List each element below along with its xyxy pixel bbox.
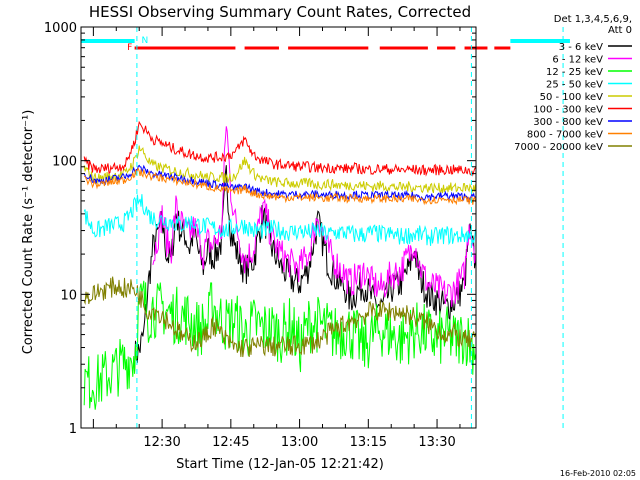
- legend-header: Det 1,3,4,5,6,9,: [554, 14, 632, 25]
- x-tick-label: 13:30: [418, 435, 455, 450]
- flag-label-n: N: [141, 36, 148, 46]
- chart-title: HESSI Observing Summary Count Rates, Cor…: [89, 3, 471, 21]
- legend-label: 12 - 25 keV: [546, 67, 603, 78]
- legend-label: 6 - 12 keV: [552, 55, 603, 66]
- legend-label: 100 - 300 keV: [533, 105, 603, 116]
- legend-label: 50 - 100 keV: [540, 92, 604, 103]
- y-axis-label: Corrected Count Rate (s⁻¹ detector⁻¹): [21, 110, 36, 355]
- flag-label-f: F: [127, 43, 132, 53]
- y-tick-label: 1000: [44, 21, 77, 36]
- x-tick-label: 13:00: [281, 435, 318, 450]
- legend-label: 3 - 6 keV: [559, 42, 603, 53]
- legend-label: 800 - 7000 keV: [527, 130, 603, 141]
- plot-frame: [80, 26, 477, 429]
- legend-header: Att 0: [608, 25, 632, 36]
- series-line-100-300kev: [83, 120, 476, 177]
- y-tick-label: 100: [52, 155, 77, 170]
- legend: Det 1,3,4,5,6,9,Att 0 3 - 6 keV 6 - 12 keV…: [514, 14, 632, 153]
- series-line-12-25kev: [83, 280, 476, 410]
- y-tick-label: 10: [60, 288, 77, 303]
- series-line-50-100kev: [83, 145, 476, 194]
- series-line-7000-20000kev: [83, 276, 476, 358]
- legend-label: 300 - 800 keV: [533, 117, 603, 128]
- flag-layer: FN: [81, 27, 570, 428]
- series-line-800-7000kev: [84, 167, 476, 206]
- series-layer: [83, 120, 476, 410]
- legend-label: 25 - 50 keV: [546, 80, 603, 91]
- x-tick-label: 12:45: [212, 435, 249, 450]
- axes-layer: 1 10 100 1000 12:30 12:45 13:00 13:15 13:30: [44, 21, 477, 450]
- x-axis-label: Start Time (12-Jan-05 12:21:42): [176, 457, 384, 472]
- legend-label: 7000 - 20000 keV: [514, 142, 603, 153]
- x-tick-label: 12:30: [143, 435, 180, 450]
- footer-timestamp: 16-Feb-2010 02:05: [560, 469, 636, 478]
- series-line-25-50kev: [83, 194, 476, 246]
- y-tick-label: 1: [69, 422, 77, 437]
- series-line-6-12kev: [152, 126, 476, 307]
- series-line-300-800kev: [83, 164, 476, 203]
- x-tick-label: 13:15: [350, 435, 387, 450]
